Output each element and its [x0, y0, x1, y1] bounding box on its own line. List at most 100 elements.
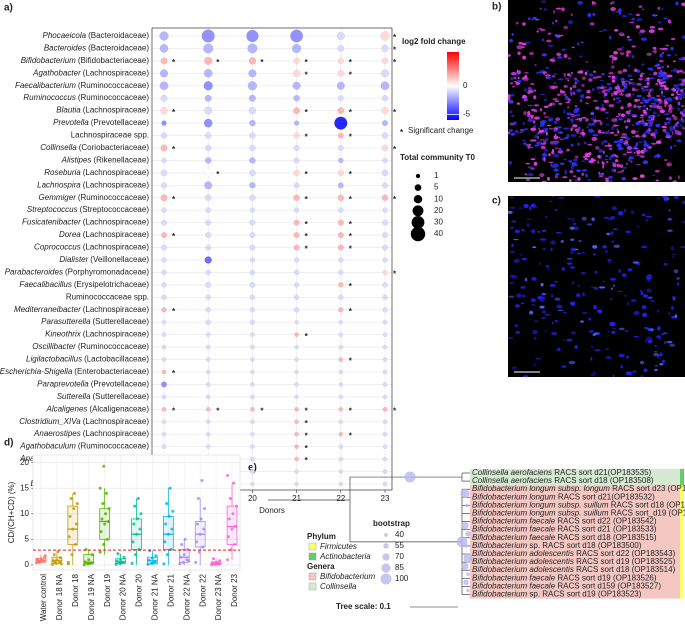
cell	[578, 135, 581, 138]
dot	[249, 257, 256, 263]
cell	[512, 238, 519, 241]
point	[114, 562, 118, 566]
cell	[547, 176, 550, 181]
point	[100, 517, 104, 521]
cell	[659, 139, 663, 141]
cell	[657, 103, 660, 106]
dot	[338, 319, 344, 325]
cell	[659, 363, 664, 366]
point	[102, 464, 106, 468]
cell	[547, 44, 554, 48]
cell	[622, 87, 626, 91]
point	[102, 542, 106, 546]
leaf-detail: RACS sort d23 (OP183547)	[610, 484, 685, 493]
cell	[647, 67, 653, 71]
bootstrap-node	[466, 588, 470, 593]
cell	[617, 48, 623, 51]
dot	[293, 307, 300, 313]
cell	[645, 145, 651, 148]
cell	[564, 136, 569, 140]
cell	[611, 240, 615, 244]
cell	[681, 200, 685, 204]
cell	[640, 37, 647, 41]
cell	[525, 162, 530, 165]
significance-star: *	[260, 58, 264, 67]
cell	[630, 160, 633, 163]
cell	[587, 122, 593, 127]
cell	[670, 38, 676, 41]
cell	[605, 155, 609, 157]
cell	[572, 84, 577, 89]
cell	[562, 176, 568, 179]
significance-star: *	[305, 444, 309, 453]
legend-title: Genera	[307, 562, 335, 571]
row-label: Bacteroides (Bacteroidaceae)	[44, 44, 150, 53]
significance-star: *	[172, 232, 176, 241]
cell	[545, 66, 550, 69]
point	[106, 519, 110, 523]
dot	[161, 394, 167, 400]
cell	[661, 51, 665, 55]
cell	[576, 252, 581, 255]
cell	[529, 310, 534, 315]
taxon-family: (Lachnospiraceae)	[83, 68, 150, 77]
point	[146, 562, 150, 566]
point	[130, 561, 134, 565]
cell	[521, 257, 528, 261]
cell	[527, 17, 531, 20]
cell	[631, 55, 635, 59]
cell	[656, 326, 661, 331]
dot	[338, 344, 344, 350]
cell	[551, 85, 557, 90]
dot	[337, 69, 345, 77]
point	[58, 556, 62, 560]
cell	[673, 269, 679, 274]
cell	[660, 90, 664, 94]
point	[230, 527, 234, 531]
cell	[648, 120, 653, 125]
dot	[205, 419, 211, 425]
cell	[576, 117, 581, 120]
cell	[576, 169, 581, 173]
cell	[649, 73, 651, 75]
row-label: Lachnospiraceae spp.	[71, 131, 149, 140]
cell	[608, 35, 612, 40]
cell	[620, 113, 626, 118]
cell	[516, 45, 523, 50]
cell	[663, 198, 669, 202]
cell	[526, 114, 533, 117]
cell	[629, 78, 634, 81]
cell	[560, 239, 564, 244]
dot	[381, 144, 389, 152]
cell	[543, 157, 546, 162]
cell	[530, 127, 537, 130]
cell	[670, 145, 673, 150]
cell	[553, 128, 558, 133]
significance-star: *	[349, 170, 353, 179]
cell	[579, 55, 583, 58]
cell	[610, 154, 616, 158]
row-label: Lachnospira (Lachnospiraceae)	[37, 180, 149, 189]
x-tick-label: Donor 21 NA	[151, 573, 160, 620]
cell	[528, 117, 531, 119]
panel-label: c)	[492, 196, 501, 207]
dot	[382, 456, 388, 462]
dot	[382, 244, 388, 251]
cell	[598, 286, 606, 289]
cell	[533, 320, 539, 323]
cell	[593, 119, 597, 123]
dot	[161, 157, 167, 164]
cell	[608, 75, 611, 78]
cell	[608, 218, 614, 221]
x-tick-label: Donor 20 NA	[119, 573, 128, 620]
cell	[522, 94, 527, 99]
cell	[547, 119, 553, 122]
cell	[572, 124, 578, 128]
bootstrap-node	[465, 531, 471, 537]
dot	[249, 144, 256, 152]
cell	[663, 340, 667, 345]
row-label: Anaerostipes (Lachnospiraceae)	[33, 429, 149, 438]
cell	[581, 216, 587, 221]
leaf-label: Bifidobacterium longum subsp. longum RAC…	[472, 484, 685, 493]
cell	[676, 121, 680, 125]
